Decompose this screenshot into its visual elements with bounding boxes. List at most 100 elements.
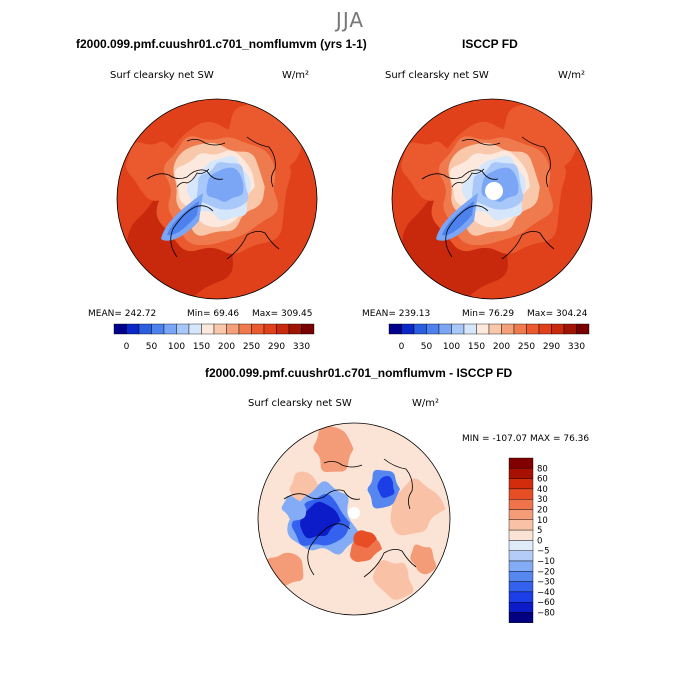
colorbar-tick-label: −5	[537, 547, 550, 557]
colorbar-swatch	[508, 612, 534, 624]
colorbar-swatch	[451, 323, 465, 335]
coastline	[323, 461, 363, 468]
map-border	[257, 422, 451, 616]
colorbar-swatch	[113, 323, 127, 335]
figure-season-title: JJA	[335, 8, 365, 32]
coastline	[176, 168, 210, 188]
colorbar-tick-label: 150	[468, 342, 485, 352]
colorbar-swatch	[508, 488, 534, 500]
colorbar-swatch	[426, 323, 440, 335]
colorbar-tick-label: 200	[493, 342, 510, 352]
colorbar-tick-label: −10	[537, 557, 555, 567]
field-contour	[373, 560, 414, 600]
colorbar-swatch	[563, 323, 577, 335]
colorbar-swatch	[163, 323, 177, 335]
field-contour	[300, 501, 341, 539]
panel3-variable-label: Surf clearsky net SW	[248, 398, 352, 409]
colorbar-tick-label: −80	[537, 609, 555, 619]
colorbar-swatch	[551, 323, 565, 335]
panel2-map	[391, 98, 593, 300]
colorbar-tick-label: 100	[443, 342, 460, 352]
colorbar-tick-label: 50	[421, 342, 433, 352]
colorbar-swatch	[301, 323, 315, 335]
colorbar-swatch	[538, 323, 552, 335]
colorbar-swatch	[508, 540, 534, 551]
field-contour	[410, 544, 437, 575]
colorbar-tick-label: 5	[537, 526, 542, 536]
field-contour	[206, 167, 244, 202]
colorbar-swatch	[138, 323, 152, 335]
colorbar-swatch	[576, 323, 590, 335]
coastline	[451, 168, 485, 188]
coastline	[307, 523, 351, 576]
colorbar-swatch	[263, 323, 277, 335]
coastline	[146, 169, 224, 180]
colorbar-swatch	[488, 323, 502, 335]
coastline	[383, 458, 413, 510]
colorbar-swatch	[508, 478, 534, 490]
field-contour	[281, 495, 307, 521]
colorbar-swatch	[508, 601, 534, 613]
colorbar-tick-label: 40	[537, 485, 548, 495]
colorbar-swatch	[508, 519, 534, 531]
colorbar-swatch	[276, 323, 290, 335]
colorbar-swatch	[526, 323, 540, 335]
field-contour	[313, 425, 354, 473]
panel3-map	[257, 422, 451, 616]
colorbar-swatch	[508, 529, 534, 541]
colorbar-swatch	[201, 323, 215, 335]
colorbar-swatch	[188, 323, 202, 335]
colorbar-swatch	[508, 560, 534, 572]
colorbar-swatch	[508, 591, 534, 603]
colorbar-swatch	[508, 468, 534, 479]
panel2-variable-label: Surf clearsky net SW	[385, 70, 489, 81]
colorbar-tick-label: 200	[218, 342, 235, 352]
coastline	[461, 139, 501, 146]
colorbar-tick-label: −60	[537, 598, 555, 608]
map-border	[116, 98, 318, 300]
panel1-colorbar: 0 50 100 150 200 250 290 330	[113, 323, 315, 352]
colorbar-swatch	[476, 323, 490, 335]
coastline	[363, 549, 417, 578]
colorbar-tick-label: 0	[399, 342, 405, 352]
panel3-title: f2000.099.pmf.cuushr01.c701_nomflumvm - …	[205, 366, 513, 380]
colorbar-swatch	[238, 323, 252, 335]
coastline	[501, 231, 555, 260]
panel1-variable-label: Surf clearsky net SW	[110, 70, 214, 81]
colorbar-tick-label: 290	[543, 342, 560, 352]
panel2-colorbar: 0 50 100 150 200 250 290 330	[388, 323, 590, 352]
colorbar-swatch	[388, 323, 402, 335]
colorbar-swatch	[288, 323, 302, 335]
panel2-units-label: W/m²	[558, 70, 586, 81]
field-contour	[377, 476, 395, 498]
coastline	[246, 136, 276, 188]
panel3-min-max: MIN = -107.07 MAX = 76.36	[462, 434, 590, 444]
panel1-mean: MEAN= 242.72	[88, 309, 157, 319]
colorbar-swatch	[413, 323, 427, 335]
panel1-map	[116, 98, 318, 300]
colorbar-swatch	[508, 581, 534, 593]
colorbar-tick-label: 250	[243, 342, 260, 352]
colorbar-swatch	[126, 323, 140, 335]
colorbar-tick-label: −20	[537, 567, 555, 577]
coastline	[521, 136, 551, 188]
colorbar-swatch	[508, 509, 534, 521]
panel1-units-label: W/m²	[282, 70, 310, 81]
colorbar-tick-label: −40	[537, 588, 555, 598]
panel1-title: f2000.099.pmf.cuushr01.c701_nomflumvm (y…	[76, 37, 367, 51]
colorbar-swatch	[213, 323, 227, 335]
colorbar-tick-label: 330	[293, 342, 310, 352]
missing-data-pole	[348, 507, 360, 519]
colorbar-tick-label: 100	[168, 342, 185, 352]
panel2-mean: MEAN= 239.13	[362, 309, 431, 319]
colorbar-tick-label: 80	[537, 464, 548, 474]
missing-data-pole	[485, 182, 503, 200]
colorbar-swatch	[513, 323, 527, 335]
panel2-max: Max= 304.24	[527, 309, 588, 319]
field-contour	[353, 530, 377, 548]
colorbar-tick-label: 150	[193, 342, 210, 352]
panel1-max: Max= 309.45	[252, 309, 313, 319]
colorbar-tick-label: 50	[146, 342, 158, 352]
colorbar-swatch	[508, 550, 534, 562]
